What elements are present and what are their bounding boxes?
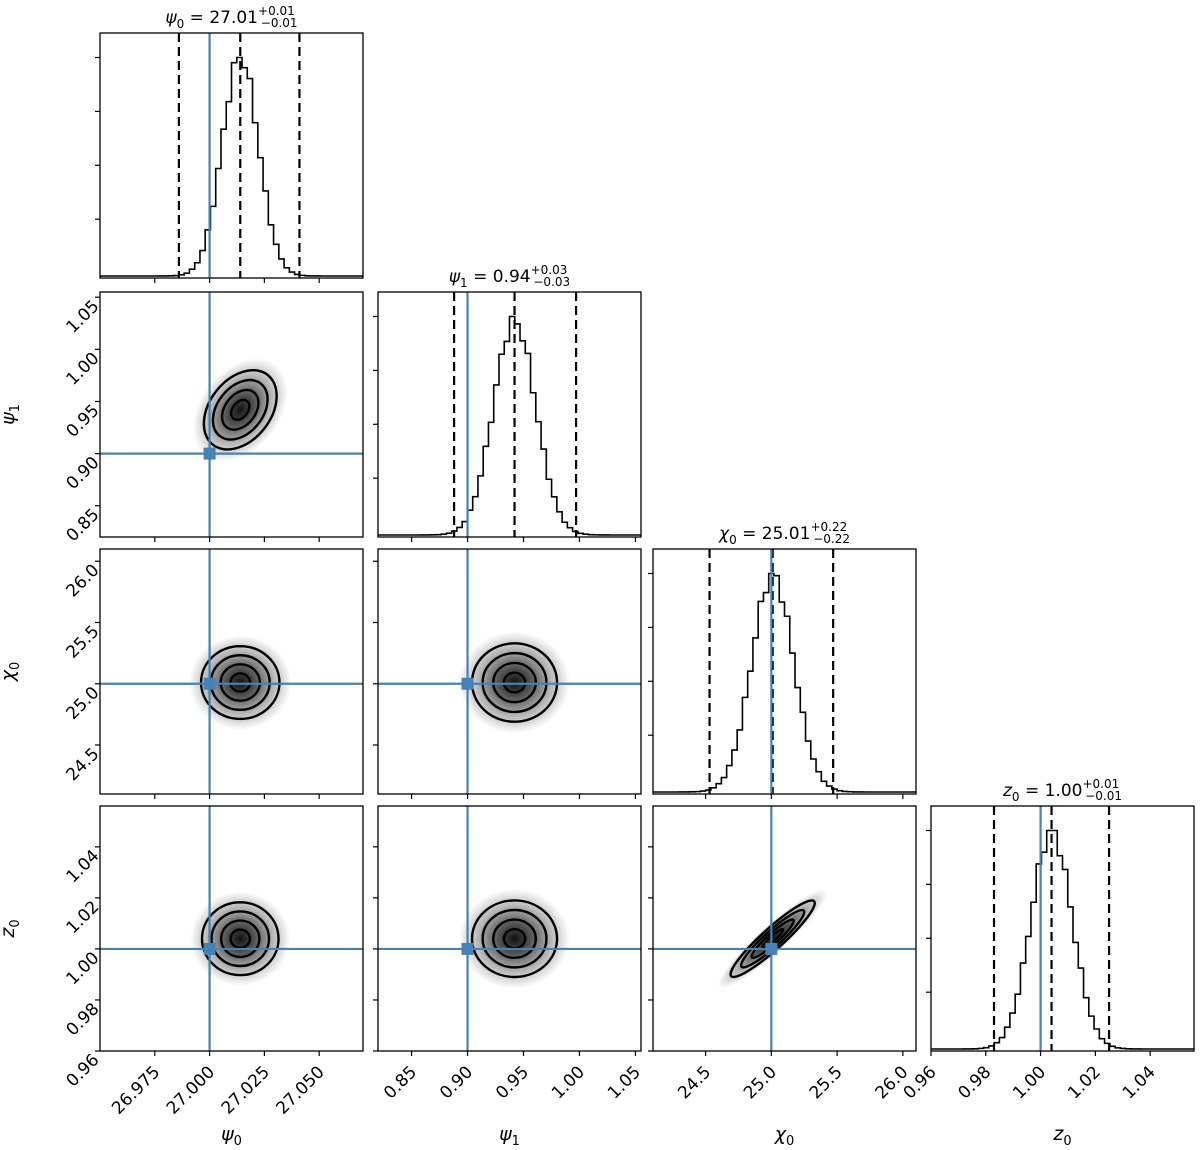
contour-0-ψ0-ψ1 <box>229 398 251 421</box>
panel-3-1: 0.85 0.90 0.95 1.00 1.05 <box>373 805 645 1103</box>
x-tick-label-z0-0: 0.96 <box>900 1062 941 1103</box>
x-axis-label-ψ1: ψ1 <box>499 1123 520 1149</box>
density-ψ1-z0 <box>459 888 570 989</box>
x-tick-label-z0-1: 0.98 <box>954 1062 995 1103</box>
x-tick-label-ψ0-1: 27.000 <box>163 1062 219 1118</box>
panel-frame-2-0 <box>99 548 364 795</box>
contour-2-ψ0-ψ1 <box>211 378 269 441</box>
x-tick-label-ψ1-0: 0.85 <box>380 1062 421 1103</box>
contour-1-ψ0-ψ1 <box>220 388 260 431</box>
truth-marker-ψ1-χ0 <box>461 677 474 690</box>
contour-3-ψ0-χ0 <box>199 644 281 721</box>
density-ψ0-z0 <box>190 891 291 987</box>
y-tick-label-ψ1-4: 1.05 <box>63 297 104 338</box>
panel-frame-2-1 <box>377 548 642 795</box>
y-tick-label-z0-2: 1.00 <box>63 948 104 989</box>
x-tick-label-ψ1-4: 1.05 <box>604 1062 645 1103</box>
panel-3-2: 24.5 25.0 25.5 26.0 <box>648 805 917 1103</box>
truth-marker-ψ0-χ0 <box>203 677 216 690</box>
density-ψ1-χ0 <box>459 631 570 734</box>
x-tick-label-ψ0-3: 27.050 <box>272 1062 328 1118</box>
contour-2-ψ0-z0 <box>210 910 271 968</box>
x-tick-label-χ0-2: 25.5 <box>806 1062 847 1103</box>
panel-frame-3-1 <box>377 805 642 1052</box>
x-tick-label-χ0-1: 25.0 <box>740 1062 781 1103</box>
y-tick-label-ψ1-1: 0.90 <box>63 453 104 494</box>
y-tick-label-z0-0: 0.96 <box>63 1050 104 1091</box>
truth-marker-ψ0-ψ1 <box>203 447 216 460</box>
title-z0: z0 = 1.00+0.01 −0.01 <box>1002 777 1122 804</box>
density-ψ0-ψ1 <box>192 358 288 462</box>
y-tick-label-χ0-1: 25.0 <box>63 683 104 724</box>
y-tick-label-χ0-3: 26.0 <box>63 561 104 602</box>
panel-frame-3-0 <box>99 805 364 1052</box>
contour-1-ψ1-χ0 <box>492 661 538 704</box>
y-tick-label-ψ1-0: 0.85 <box>63 505 104 546</box>
contour-3-ψ0-z0 <box>200 901 280 977</box>
contour-1-χ0-z0 <box>750 918 795 960</box>
density-χ0-z0 <box>717 888 828 989</box>
y-tick-label-χ0-2: 25.5 <box>63 622 104 663</box>
x-tick-label-ψ1-1: 0.90 <box>436 1062 477 1103</box>
panel-1-1: ψ1 = 0.94+0.03 −0.03 <box>373 263 642 542</box>
contour-3-χ0-z0 <box>729 899 816 979</box>
x-tick-label-ψ1-2: 0.95 <box>492 1062 533 1103</box>
y-tick-label-ψ1-2: 0.95 <box>63 401 104 442</box>
contour-3-ψ0-ψ1 <box>202 368 278 451</box>
y-tick-label-z0-1: 0.98 <box>63 999 104 1040</box>
contour-1-ψ1-z0 <box>492 918 538 960</box>
y-tick-label-z0-3: 1.02 <box>63 897 104 938</box>
histogram-z0 <box>931 829 1194 1050</box>
x-axis-label-ψ0: ψ0 <box>221 1123 242 1149</box>
x-tick-label-z0-4: 1.04 <box>1119 1062 1160 1103</box>
contour-2-ψ1-z0 <box>481 908 548 969</box>
panel-frame-3-3 <box>930 805 1195 1052</box>
contour-1-ψ0-z0 <box>219 919 261 959</box>
panel-frame-1-1 <box>377 291 642 538</box>
histogram-ψ0 <box>100 56 363 277</box>
y-axis-label-χ0: χ0 <box>0 662 23 683</box>
truth-marker-χ0-z0 <box>765 942 778 955</box>
panel-3-3: z0 = 1.00+0.01 −0.01 0.96 0.98 1.00 1.02 1.04 <box>900 777 1195 1103</box>
histogram-χ0 <box>653 572 916 793</box>
title-ψ1: ψ1 = 0.94+0.03 −0.03 <box>449 263 570 290</box>
x-tick-label-z0-3: 1.02 <box>1064 1062 1105 1103</box>
histogram-ψ1 <box>378 315 641 536</box>
panel-2-2: χ0 = 25.01+0.22 −0.22 <box>648 520 917 799</box>
truth-marker-ψ1-z0 <box>461 942 474 955</box>
y-tick-label-χ0-0: 24.5 <box>63 744 104 785</box>
contour-0-ψ1-χ0 <box>502 671 527 694</box>
title-χ0: χ0 = 25.01+0.22 −0.22 <box>718 520 850 547</box>
panel-0-0: ψ0 = 27.01+0.01 −0.01 <box>95 4 364 283</box>
panel-frame-0-0 <box>99 32 364 279</box>
x-tick-label-ψ0-2: 27.025 <box>218 1062 274 1118</box>
panel-2-1 <box>373 548 642 799</box>
y-tick-label-ψ1-3: 1.00 <box>63 349 104 390</box>
y-axis-label-ψ1: ψ1 <box>0 404 23 425</box>
contour-2-ψ1-χ0 <box>481 651 548 714</box>
y-tick-label-z0-4: 1.04 <box>63 846 104 887</box>
contour-0-ψ0-χ0 <box>229 672 252 693</box>
contour-1-ψ0-χ0 <box>219 663 262 702</box>
contour-3-ψ1-z0 <box>470 899 559 979</box>
x-tick-label-χ0-0: 24.5 <box>674 1062 715 1103</box>
contour-0-ψ0-z0 <box>229 928 252 950</box>
density-ψ0-χ0 <box>189 635 292 730</box>
y-axis-label-z0: z0 <box>0 919 23 938</box>
x-axis-label-z0: z0 <box>1052 1123 1071 1149</box>
title-ψ0: ψ0 = 27.01+0.01 −0.01 <box>165 4 297 31</box>
panel-frame-3-2 <box>652 805 917 1052</box>
x-axis-label-χ0: χ0 <box>774 1123 795 1149</box>
x-tick-label-z0-2: 1.00 <box>1009 1062 1050 1103</box>
panel-frame-2-2 <box>652 548 917 795</box>
panel-frame-1-0 <box>99 291 364 538</box>
x-tick-label-ψ1-3: 1.00 <box>548 1062 589 1103</box>
contour-2-χ0-z0 <box>739 908 806 969</box>
panel-2-0: 24.5 25.0 25.5 26.0 <box>63 548 364 799</box>
panel-1-0: 0.85 0.90 0.95 1.00 1.05 <box>63 291 364 546</box>
x-tick-label-ψ0-0: 26.975 <box>108 1062 164 1118</box>
truth-marker-ψ0-z0 <box>203 942 216 955</box>
